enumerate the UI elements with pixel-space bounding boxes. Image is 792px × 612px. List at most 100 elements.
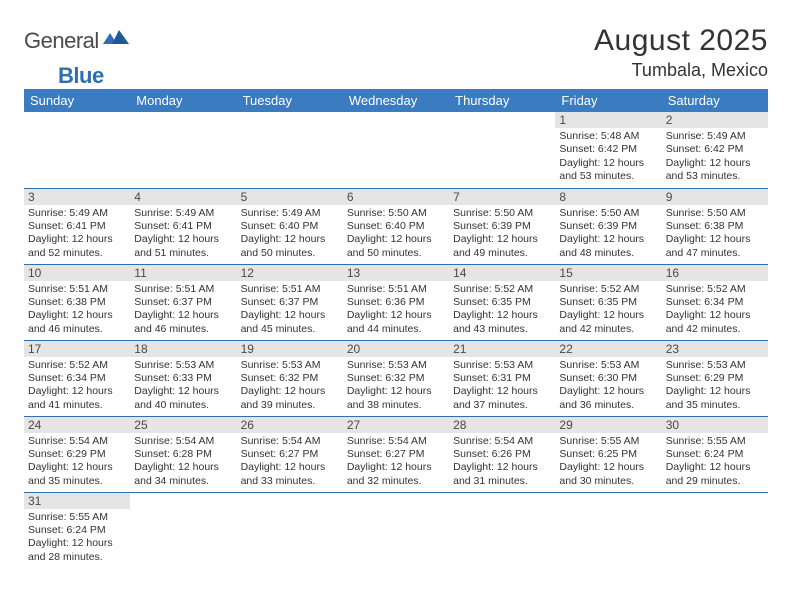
calendar-cell: 13Sunrise: 5:51 AMSunset: 6:36 PMDayligh… [343, 264, 449, 340]
calendar-cell [343, 112, 449, 188]
day-number: 27 [343, 417, 449, 433]
day-info: Sunrise: 5:49 AMSunset: 6:42 PMDaylight:… [662, 128, 768, 184]
day-info: Sunrise: 5:49 AMSunset: 6:41 PMDaylight:… [24, 205, 130, 261]
calendar-cell [24, 112, 130, 188]
calendar-cell: 12Sunrise: 5:51 AMSunset: 6:37 PMDayligh… [237, 264, 343, 340]
day-info: Sunrise: 5:51 AMSunset: 6:36 PMDaylight:… [343, 281, 449, 337]
day-info: Sunrise: 5:54 AMSunset: 6:29 PMDaylight:… [24, 433, 130, 489]
day-info: Sunrise: 5:52 AMSunset: 6:35 PMDaylight:… [555, 281, 661, 337]
day-number: 15 [555, 265, 661, 281]
calendar-cell: 18Sunrise: 5:53 AMSunset: 6:33 PMDayligh… [130, 340, 236, 416]
day-number: 5 [237, 189, 343, 205]
day-number: 11 [130, 265, 236, 281]
calendar-cell: 31Sunrise: 5:55 AMSunset: 6:24 PMDayligh… [24, 492, 130, 568]
weekday-header-row: Sunday Monday Tuesday Wednesday Thursday… [24, 89, 768, 112]
calendar-cell: 3Sunrise: 5:49 AMSunset: 6:41 PMDaylight… [24, 188, 130, 264]
day-info: Sunrise: 5:54 AMSunset: 6:27 PMDaylight:… [237, 433, 343, 489]
calendar-cell [130, 492, 236, 568]
calendar-cell: 26Sunrise: 5:54 AMSunset: 6:27 PMDayligh… [237, 416, 343, 492]
day-info: Sunrise: 5:50 AMSunset: 6:40 PMDaylight:… [343, 205, 449, 261]
calendar-row: 10Sunrise: 5:51 AMSunset: 6:38 PMDayligh… [24, 264, 768, 340]
calendar-cell: 17Sunrise: 5:52 AMSunset: 6:34 PMDayligh… [24, 340, 130, 416]
day-number: 25 [130, 417, 236, 433]
day-number: 22 [555, 341, 661, 357]
calendar-cell: 14Sunrise: 5:52 AMSunset: 6:35 PMDayligh… [449, 264, 555, 340]
calendar-cell [449, 492, 555, 568]
calendar-cell: 23Sunrise: 5:53 AMSunset: 6:29 PMDayligh… [662, 340, 768, 416]
calendar-cell: 5Sunrise: 5:49 AMSunset: 6:40 PMDaylight… [237, 188, 343, 264]
location-subtitle: Tumbala, Mexico [594, 60, 768, 81]
calendar-cell: 7Sunrise: 5:50 AMSunset: 6:39 PMDaylight… [449, 188, 555, 264]
calendar-row: 24Sunrise: 5:54 AMSunset: 6:29 PMDayligh… [24, 416, 768, 492]
day-number: 21 [449, 341, 555, 357]
day-info: Sunrise: 5:51 AMSunset: 6:37 PMDaylight:… [237, 281, 343, 337]
page-title: August 2025 [594, 24, 768, 58]
calendar-cell: 20Sunrise: 5:53 AMSunset: 6:32 PMDayligh… [343, 340, 449, 416]
day-info: Sunrise: 5:53 AMSunset: 6:33 PMDaylight:… [130, 357, 236, 413]
calendar-row: 17Sunrise: 5:52 AMSunset: 6:34 PMDayligh… [24, 340, 768, 416]
calendar-row: 3Sunrise: 5:49 AMSunset: 6:41 PMDaylight… [24, 188, 768, 264]
calendar-cell: 25Sunrise: 5:54 AMSunset: 6:28 PMDayligh… [130, 416, 236, 492]
calendar-cell [343, 492, 449, 568]
day-info: Sunrise: 5:55 AMSunset: 6:25 PMDaylight:… [555, 433, 661, 489]
calendar-cell [662, 492, 768, 568]
day-info: Sunrise: 5:53 AMSunset: 6:29 PMDaylight:… [662, 357, 768, 413]
weekday-sunday: Sunday [24, 89, 130, 112]
day-info: Sunrise: 5:52 AMSunset: 6:34 PMDaylight:… [662, 281, 768, 337]
day-number: 3 [24, 189, 130, 205]
weekday-friday: Friday [555, 89, 661, 112]
day-info: Sunrise: 5:51 AMSunset: 6:37 PMDaylight:… [130, 281, 236, 337]
calendar-cell: 28Sunrise: 5:54 AMSunset: 6:26 PMDayligh… [449, 416, 555, 492]
calendar-cell: 11Sunrise: 5:51 AMSunset: 6:37 PMDayligh… [130, 264, 236, 340]
day-info: Sunrise: 5:49 AMSunset: 6:40 PMDaylight:… [237, 205, 343, 261]
day-number: 12 [237, 265, 343, 281]
weekday-monday: Monday [130, 89, 236, 112]
calendar-cell: 2Sunrise: 5:49 AMSunset: 6:42 PMDaylight… [662, 112, 768, 188]
day-info: Sunrise: 5:55 AMSunset: 6:24 PMDaylight:… [662, 433, 768, 489]
day-number: 26 [237, 417, 343, 433]
day-number: 14 [449, 265, 555, 281]
day-number: 17 [24, 341, 130, 357]
weekday-saturday: Saturday [662, 89, 768, 112]
logo: General [24, 28, 131, 54]
day-number: 16 [662, 265, 768, 281]
day-info: Sunrise: 5:53 AMSunset: 6:32 PMDaylight:… [343, 357, 449, 413]
day-number: 1 [555, 112, 661, 128]
calendar-cell: 6Sunrise: 5:50 AMSunset: 6:40 PMDaylight… [343, 188, 449, 264]
day-number: 18 [130, 341, 236, 357]
day-number: 20 [343, 341, 449, 357]
day-number: 31 [24, 493, 130, 509]
day-number: 30 [662, 417, 768, 433]
calendar-cell: 1Sunrise: 5:48 AMSunset: 6:42 PMDaylight… [555, 112, 661, 188]
calendar-cell: 22Sunrise: 5:53 AMSunset: 6:30 PMDayligh… [555, 340, 661, 416]
calendar-cell: 16Sunrise: 5:52 AMSunset: 6:34 PMDayligh… [662, 264, 768, 340]
day-info: Sunrise: 5:54 AMSunset: 6:26 PMDaylight:… [449, 433, 555, 489]
calendar-cell: 15Sunrise: 5:52 AMSunset: 6:35 PMDayligh… [555, 264, 661, 340]
day-number: 19 [237, 341, 343, 357]
day-info: Sunrise: 5:50 AMSunset: 6:38 PMDaylight:… [662, 205, 768, 261]
calendar-cell: 21Sunrise: 5:53 AMSunset: 6:31 PMDayligh… [449, 340, 555, 416]
day-number: 24 [24, 417, 130, 433]
day-number: 2 [662, 112, 768, 128]
logo-text-general: General [24, 28, 99, 54]
day-info: Sunrise: 5:54 AMSunset: 6:28 PMDaylight:… [130, 433, 236, 489]
calendar-table: Sunday Monday Tuesday Wednesday Thursday… [24, 89, 768, 568]
calendar-cell: 29Sunrise: 5:55 AMSunset: 6:25 PMDayligh… [555, 416, 661, 492]
day-number: 4 [130, 189, 236, 205]
calendar-cell: 10Sunrise: 5:51 AMSunset: 6:38 PMDayligh… [24, 264, 130, 340]
calendar-cell [237, 112, 343, 188]
day-number: 10 [24, 265, 130, 281]
day-info: Sunrise: 5:50 AMSunset: 6:39 PMDaylight:… [555, 205, 661, 261]
day-number: 13 [343, 265, 449, 281]
calendar-cell [449, 112, 555, 188]
calendar-row: 31Sunrise: 5:55 AMSunset: 6:24 PMDayligh… [24, 492, 768, 568]
calendar-cell [237, 492, 343, 568]
weekday-wednesday: Wednesday [343, 89, 449, 112]
calendar-cell: 19Sunrise: 5:53 AMSunset: 6:32 PMDayligh… [237, 340, 343, 416]
calendar-cell: 8Sunrise: 5:50 AMSunset: 6:39 PMDaylight… [555, 188, 661, 264]
day-info: Sunrise: 5:54 AMSunset: 6:27 PMDaylight:… [343, 433, 449, 489]
calendar-cell: 27Sunrise: 5:54 AMSunset: 6:27 PMDayligh… [343, 416, 449, 492]
day-number: 29 [555, 417, 661, 433]
day-number: 7 [449, 189, 555, 205]
day-info: Sunrise: 5:52 AMSunset: 6:34 PMDaylight:… [24, 357, 130, 413]
